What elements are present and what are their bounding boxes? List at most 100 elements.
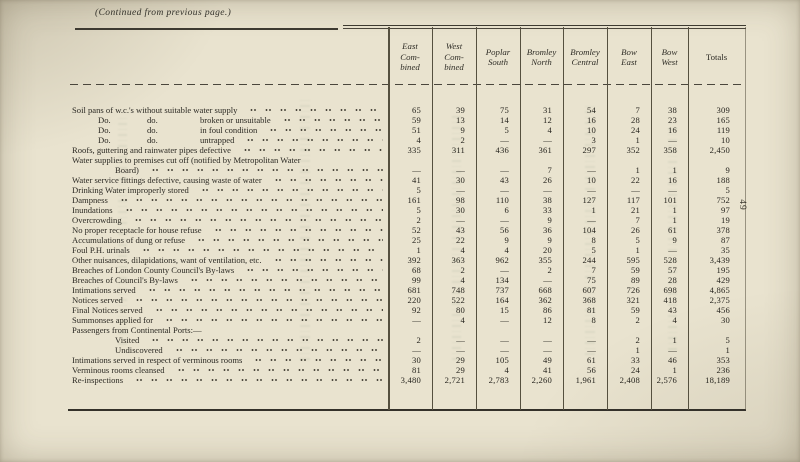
row-label-text: Inundations (72, 205, 113, 215)
cell-value: 392 (407, 255, 421, 265)
row-label: Water service fittings defective, causin… (68, 175, 388, 185)
cell-value: 1 (591, 205, 596, 215)
cell-value: — (587, 215, 596, 225)
cell-value: 528 (663, 255, 677, 265)
table-row: Summonses applied for — 4 — 12 8 2 4 30 (68, 315, 745, 325)
table-body: Soil pans of w.c.'s without suitable wat… (68, 105, 745, 385)
column-rule (651, 27, 652, 410)
cell-value (651, 325, 688, 335)
table-row: Roofs, guttering and rainwater pipes def… (68, 145, 745, 155)
row-label-text: Soil pans of w.c.'s without suitable wat… (72, 105, 238, 115)
cell-value: 363 (451, 255, 465, 265)
header-separator-rule (70, 84, 746, 86)
cell-value: 698 (663, 285, 677, 295)
row-label: Accumulations of dung or refuse (68, 235, 388, 245)
row-label-text: No proper receptacle for house refuse (72, 225, 202, 235)
row-label-text: Verminous rooms cleansed (72, 365, 165, 375)
column-header: Bow West (651, 32, 688, 82)
cell-value: 43 (500, 175, 509, 185)
table-row: Water service fittings defective, causin… (68, 175, 745, 185)
cell-value: 595 (626, 255, 640, 265)
row-label-text: untrapped (200, 135, 235, 145)
row-label-text: Water service fittings defective, causin… (72, 175, 262, 185)
cell-value: 16 (668, 175, 677, 185)
cell-value: 358 (663, 145, 677, 155)
row-label: Intimations served (68, 285, 388, 295)
cell-value: 33 (543, 205, 552, 215)
row-label-text: Drinking Water improperly stored (72, 185, 189, 195)
row-label-text: Water supplies to premises cut off (noti… (72, 155, 301, 165)
cell-value: 4 (460, 315, 465, 325)
column-header-line: Bow (661, 46, 678, 57)
cell-value: 737 (495, 285, 509, 295)
cell-value: — (543, 275, 552, 285)
dotted-leader (149, 305, 383, 315)
cell-value: 39 (456, 105, 465, 115)
cell-value: — (500, 335, 509, 345)
cell-value: 16 (587, 115, 596, 125)
dotted-leader (146, 335, 383, 345)
cell-value: 99 (412, 275, 421, 285)
cell-value: 297 (582, 145, 596, 155)
dotted-leader (119, 205, 383, 215)
cell-value: 2 (416, 215, 421, 225)
cell-value: 7 (635, 215, 640, 225)
cell-value: 98 (456, 195, 465, 205)
cell-value: 4 (460, 275, 465, 285)
row-label: Verminous rooms cleansed (68, 365, 388, 375)
cell-value: 1 (672, 165, 677, 175)
row-label-text: Breaches of London County Council's By-l… (72, 265, 235, 275)
table-top-rule (343, 25, 746, 29)
row-label-text: Final Notices served (72, 305, 143, 315)
cell-value: 16 (668, 125, 677, 135)
row-label: Water supplies to premises cut off (noti… (68, 155, 388, 175)
row-label: Breaches of London County Council's By-l… (68, 265, 388, 275)
cell-value: 164 (495, 295, 509, 305)
heading-rule (75, 28, 338, 30)
cell-value: 4 (504, 365, 509, 375)
row-label-text: Intimations served in respect of vermino… (72, 355, 243, 365)
dotted-leader (244, 105, 383, 115)
column-rule (432, 27, 433, 410)
row-label-text: do. (147, 115, 158, 125)
column-header-line: Bow (621, 46, 637, 57)
dotted-leader (184, 275, 383, 285)
row-label-text: Visited (115, 335, 140, 345)
table-row: Drinking Water improperly stored 5 — — — — — — 5 (68, 185, 745, 195)
cell-value: 46 (668, 355, 677, 365)
cell-value (563, 325, 607, 335)
table-header: East Com-bined West Com-bined Poplar South Bro… (388, 32, 745, 82)
dotted-leader (169, 345, 383, 355)
table-row: Other nuisances, dilapidations, want of … (68, 255, 745, 265)
cell-value: 81 (587, 305, 596, 315)
row-label: Do. do. broken or unsuitable (68, 115, 388, 125)
row-label-text: Summonses applied for (72, 315, 154, 325)
column-header-line: West (445, 41, 463, 52)
row-label: Inundations (68, 205, 388, 215)
cell-value: — (412, 165, 421, 175)
dotted-leader (128, 215, 383, 225)
cell-value: 75 (500, 105, 509, 115)
table-row: Dampness 161 98 110 38 127 117 101 752 (68, 195, 745, 205)
cell-value: 30 (412, 355, 421, 365)
column-rule (476, 27, 477, 410)
cell-value: 21 (631, 205, 640, 215)
cell-value: 4 (672, 315, 677, 325)
column-header-line: North (531, 57, 552, 67)
cell-value: 368 (582, 295, 596, 305)
cell-value: 33 (631, 355, 640, 365)
cell-value: 10 (587, 125, 596, 135)
cell-value: 110 (495, 195, 509, 205)
cell-total: 97 (721, 205, 730, 215)
cell-value: 361 (538, 145, 552, 155)
cell-value: 10 (587, 175, 596, 185)
row-label: Final Notices served (68, 305, 388, 315)
cell-value: — (456, 165, 465, 175)
cell-value: 726 (626, 285, 640, 295)
row-label: Dampness (68, 195, 388, 205)
cell-value: 38 (543, 195, 552, 205)
dotted-leader (264, 125, 383, 135)
cell-value: 6 (504, 205, 509, 215)
cell-value: 31 (543, 105, 552, 115)
